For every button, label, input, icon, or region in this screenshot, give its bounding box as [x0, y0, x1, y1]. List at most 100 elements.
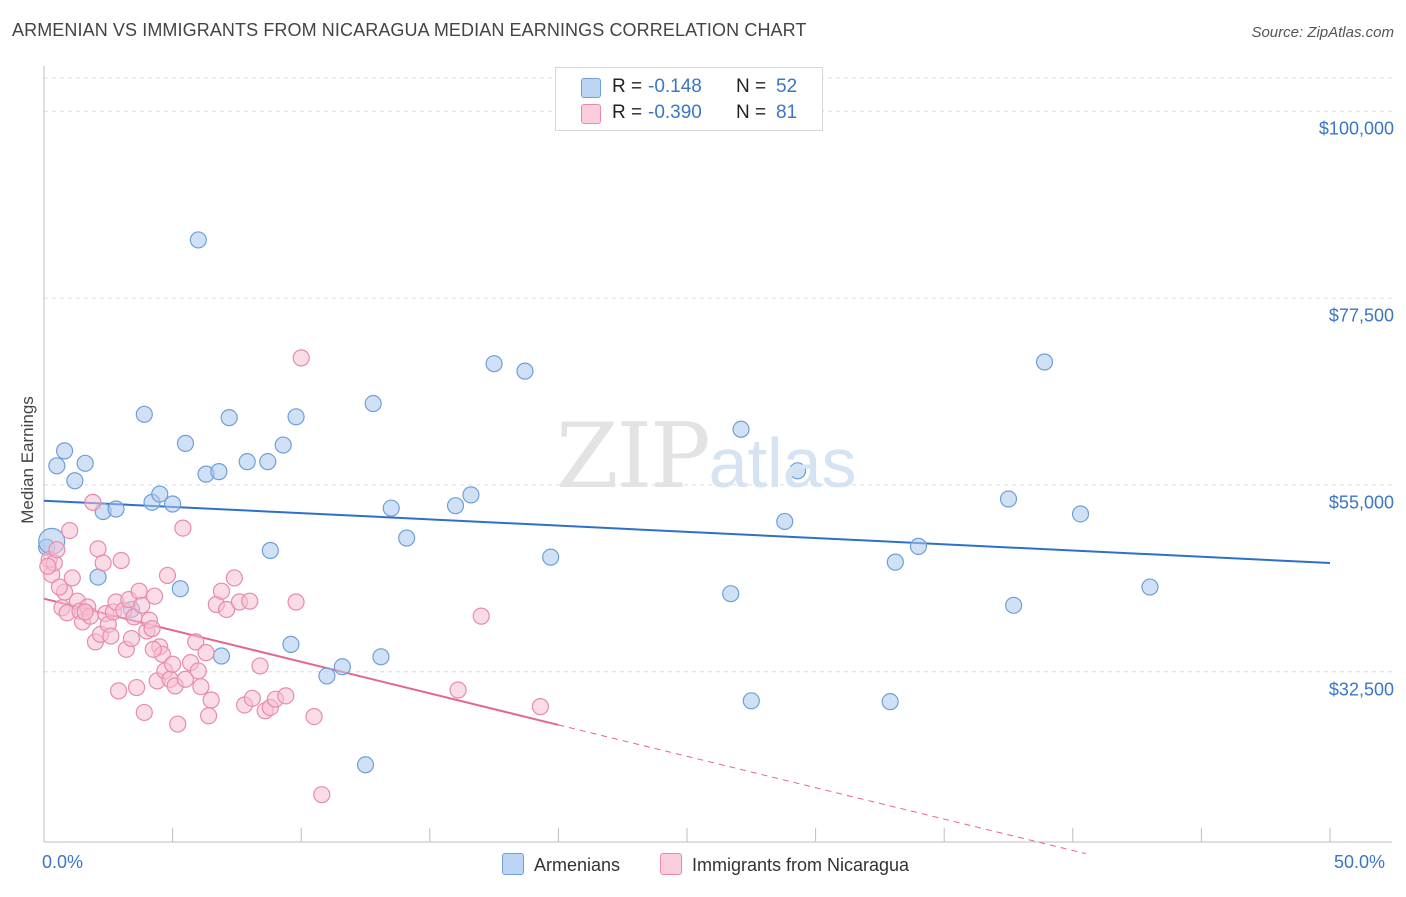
point-armenians: [542, 548, 560, 566]
bottom-legend-nicaragua-label: Immigrants from Nicaragua: [692, 855, 910, 875]
point-armenians: [66, 472, 84, 490]
legend-n-value: 52: [776, 76, 798, 97]
y-tick-label: $100,000: [1318, 118, 1394, 139]
point-armenians: [788, 462, 807, 480]
point-armenians: [48, 457, 66, 475]
point-armenians: [446, 497, 465, 515]
y-axis-label: Median Earnings: [18, 396, 37, 524]
point-nicaragua: [158, 566, 177, 585]
point-nicaragua: [169, 715, 187, 733]
point-nicaragua: [143, 619, 161, 638]
legend-n-value: 81: [776, 102, 798, 123]
legend-n-label: N =: [736, 76, 767, 97]
point-nicaragua: [200, 707, 218, 725]
trend-layer: [43, 499, 1331, 855]
y-tick-label: $32,500: [1328, 679, 1394, 700]
point-nicaragua: [531, 698, 549, 716]
point-armenians: [318, 667, 336, 685]
point-nicaragua: [112, 551, 130, 570]
point-armenians: [1035, 353, 1054, 371]
point-nicaragua: [145, 587, 164, 605]
point-armenians: [261, 541, 279, 560]
point-nicaragua: [202, 691, 220, 709]
point-armenians: [259, 453, 277, 471]
point-nicaragua: [192, 678, 210, 696]
point-armenians: [333, 658, 351, 676]
point-nicaragua: [39, 557, 57, 575]
legend-r-value: -0.390: [648, 102, 702, 123]
point-nicaragua: [472, 607, 490, 625]
point-nicaragua: [187, 633, 205, 651]
legend-row-nicaragua: R = -0.390 N = 81: [556, 102, 822, 126]
point-nicaragua: [109, 682, 128, 700]
point-nicaragua: [133, 596, 151, 614]
watermark: ZIPatlas: [556, 404, 857, 509]
point-armenians: [881, 693, 899, 711]
point-nicaragua: [292, 349, 310, 367]
x-tick-label-max: 50.0%: [1334, 852, 1386, 872]
legend-row-armenians: R = -0.148 N = 52: [556, 76, 822, 100]
trend-line-extension-nicaragua: [558, 724, 1086, 855]
bottom-swatch-armenians: [502, 853, 524, 875]
point-nicaragua: [48, 541, 66, 559]
point-nicaragua: [127, 678, 146, 697]
point-armenians: [107, 500, 125, 518]
source-credit: Source: ZipAtlas.com: [1251, 24, 1394, 41]
point-nicaragua: [84, 493, 102, 511]
point-armenians: [722, 585, 740, 603]
legend-swatch-armenians: [581, 78, 601, 98]
point-armenians: [999, 490, 1018, 508]
point-nicaragua: [313, 786, 331, 804]
point-armenians: [372, 648, 390, 666]
chart-title: ARMENIAN VS IMMIGRANTS FROM NICARAGUA ME…: [12, 20, 807, 40]
point-nicaragua: [76, 603, 94, 621]
x-tick-label-min: 0.0%: [42, 852, 84, 872]
axis-layer: [43, 66, 1392, 843]
point-armenians: [189, 231, 207, 249]
point-nicaragua: [225, 569, 243, 587]
point-armenians: [151, 485, 169, 503]
bottom-legend-armenians[interactable]: Armenians: [502, 853, 620, 876]
point-armenians: [364, 394, 382, 413]
bottom-legend-armenians-label: Armenians: [534, 855, 621, 875]
point-nicaragua: [102, 627, 120, 645]
point-armenians: [212, 647, 231, 665]
grid-layer: [44, 77, 1392, 673]
bottom-legend-nicaragua[interactable]: Immigrants from Nicaragua: [660, 853, 909, 876]
point-nicaragua: [241, 592, 259, 610]
point-armenians: [776, 512, 794, 531]
point-armenians: [238, 453, 256, 471]
point-nicaragua: [243, 689, 261, 707]
legend-swatch-nicaragua: [581, 104, 601, 124]
point-armenians: [398, 529, 416, 547]
point-nicaragua: [50, 578, 69, 596]
point-armenians: [1071, 505, 1090, 523]
point-nicaragua: [218, 600, 236, 619]
watermark-zip: ZIP: [556, 404, 711, 509]
point-nicaragua: [251, 657, 269, 675]
points-layer: [37, 231, 1159, 804]
bottom-swatch-nicaragua: [660, 853, 682, 875]
point-nicaragua: [130, 582, 148, 600]
point-armenians: [171, 580, 189, 598]
point-armenians: [356, 756, 375, 774]
point-nicaragua: [305, 708, 323, 726]
point-armenians: [282, 635, 300, 653]
legend-r-label: R =: [612, 102, 643, 123]
y-tick-label: $77,500: [1328, 305, 1394, 326]
point-armenians: [274, 436, 292, 454]
point-nicaragua: [135, 703, 153, 722]
point-armenians: [382, 499, 400, 517]
point-armenians: [287, 408, 305, 426]
point-armenians: [1141, 578, 1159, 596]
point-armenians: [135, 405, 153, 423]
point-nicaragua: [287, 593, 305, 611]
point-nicaragua: [164, 655, 182, 673]
point-nicaragua: [212, 582, 231, 600]
point-armenians: [55, 442, 74, 460]
point-nicaragua: [122, 629, 141, 648]
point-armenians: [516, 362, 534, 380]
y-tick-label: $55,000: [1328, 492, 1394, 513]
point-armenians: [76, 454, 94, 472]
